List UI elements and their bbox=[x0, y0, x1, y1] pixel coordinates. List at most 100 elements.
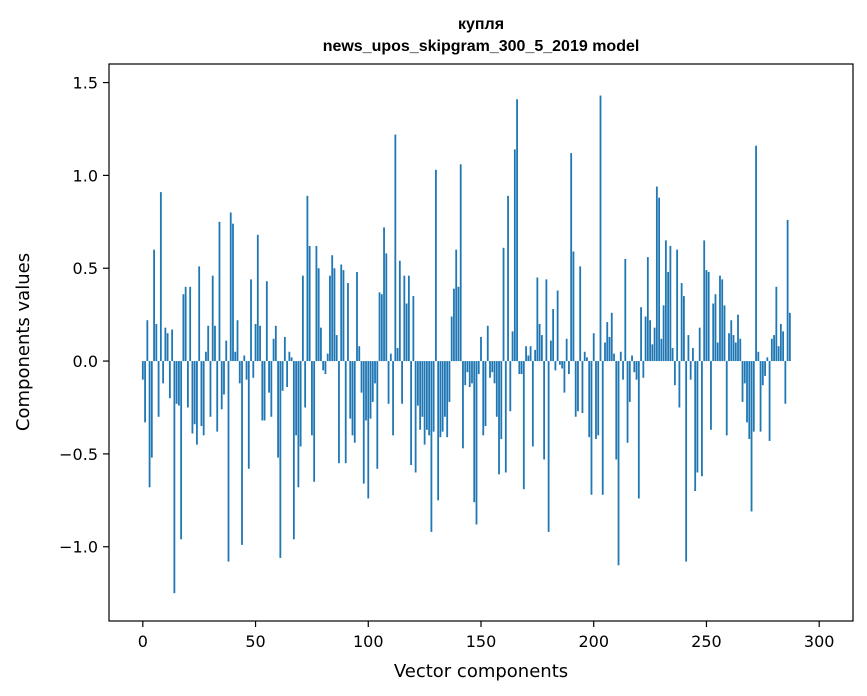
bar bbox=[441, 361, 444, 432]
chart-title-line1: купля bbox=[458, 16, 504, 33]
bar bbox=[362, 361, 365, 484]
bar bbox=[604, 342, 606, 362]
bar bbox=[464, 361, 467, 386]
bar bbox=[347, 283, 349, 362]
bar bbox=[338, 361, 340, 464]
bar bbox=[633, 361, 636, 373]
bar bbox=[286, 361, 289, 388]
bar bbox=[669, 245, 672, 362]
bar bbox=[311, 361, 313, 436]
bar bbox=[425, 361, 428, 430]
bar bbox=[378, 292, 381, 362]
bar bbox=[252, 361, 255, 378]
x-axis-label: Vector components bbox=[394, 661, 568, 682]
bar bbox=[716, 342, 719, 362]
bar bbox=[380, 294, 383, 362]
bar bbox=[279, 361, 282, 558]
bar bbox=[157, 361, 160, 417]
bar bbox=[721, 279, 724, 362]
bar bbox=[259, 325, 261, 362]
bar bbox=[685, 361, 688, 562]
bar bbox=[552, 309, 555, 362]
bar bbox=[432, 361, 435, 432]
bar bbox=[171, 329, 174, 362]
bar bbox=[680, 283, 683, 362]
bar bbox=[335, 335, 338, 362]
bar bbox=[292, 361, 295, 540]
bar bbox=[671, 348, 674, 362]
bar bbox=[518, 361, 521, 375]
bar bbox=[435, 169, 437, 362]
bar bbox=[577, 361, 579, 412]
x-tick-label: 250 bbox=[691, 632, 722, 651]
bar bbox=[786, 219, 789, 362]
bar bbox=[572, 251, 575, 362]
bar bbox=[687, 335, 690, 362]
bar bbox=[642, 361, 645, 378]
chart-title-line2: news_upos_skipgram_300_5_2019 model bbox=[323, 38, 640, 55]
bar bbox=[610, 312, 613, 362]
bar bbox=[177, 361, 180, 406]
bar bbox=[628, 361, 631, 402]
bar bbox=[480, 336, 482, 362]
bar bbox=[419, 361, 422, 430]
bar bbox=[326, 353, 329, 362]
y-tick-label: 0.0 bbox=[73, 352, 98, 371]
bar bbox=[581, 361, 584, 414]
bar bbox=[383, 227, 385, 362]
bar bbox=[410, 361, 413, 466]
bar bbox=[631, 355, 633, 362]
bar bbox=[162, 361, 165, 384]
bar bbox=[779, 323, 782, 362]
bar bbox=[182, 294, 185, 362]
bar bbox=[703, 240, 706, 362]
bar bbox=[175, 361, 178, 404]
bar bbox=[757, 351, 760, 362]
bar bbox=[349, 361, 352, 419]
bar bbox=[211, 275, 214, 362]
bar bbox=[340, 264, 343, 362]
bar bbox=[732, 335, 735, 362]
x-tick-label: 50 bbox=[245, 632, 265, 651]
bar bbox=[317, 268, 320, 362]
bar bbox=[241, 361, 243, 545]
bar bbox=[583, 351, 586, 362]
bar bbox=[306, 195, 309, 362]
bar bbox=[187, 361, 189, 408]
bar bbox=[256, 234, 259, 362]
bar bbox=[590, 361, 593, 495]
bar bbox=[369, 361, 372, 419]
bar bbox=[775, 286, 778, 362]
bar bbox=[401, 361, 403, 404]
bar bbox=[180, 361, 183, 540]
bar bbox=[759, 361, 762, 432]
bar bbox=[565, 338, 568, 362]
bar bbox=[214, 325, 216, 362]
bar bbox=[144, 361, 146, 423]
bar bbox=[655, 186, 658, 362]
bar bbox=[617, 361, 620, 566]
bar bbox=[529, 346, 532, 362]
bar bbox=[538, 323, 541, 362]
bar bbox=[701, 361, 703, 477]
bar bbox=[168, 361, 171, 399]
bar bbox=[608, 336, 611, 362]
bar bbox=[173, 361, 176, 594]
bar bbox=[457, 286, 460, 362]
bar bbox=[637, 361, 640, 499]
bar bbox=[755, 145, 757, 362]
bar bbox=[200, 361, 203, 427]
bar bbox=[444, 361, 446, 417]
bar bbox=[522, 361, 525, 490]
y-tick-label: 1.5 bbox=[73, 74, 98, 93]
bar bbox=[398, 260, 401, 362]
bar bbox=[534, 349, 537, 362]
bar bbox=[764, 361, 766, 376]
bar bbox=[148, 361, 151, 488]
bar bbox=[315, 245, 318, 362]
bar bbox=[498, 361, 500, 475]
bar bbox=[261, 361, 264, 421]
bar bbox=[640, 307, 642, 362]
bar bbox=[238, 361, 241, 384]
bar bbox=[689, 361, 692, 380]
